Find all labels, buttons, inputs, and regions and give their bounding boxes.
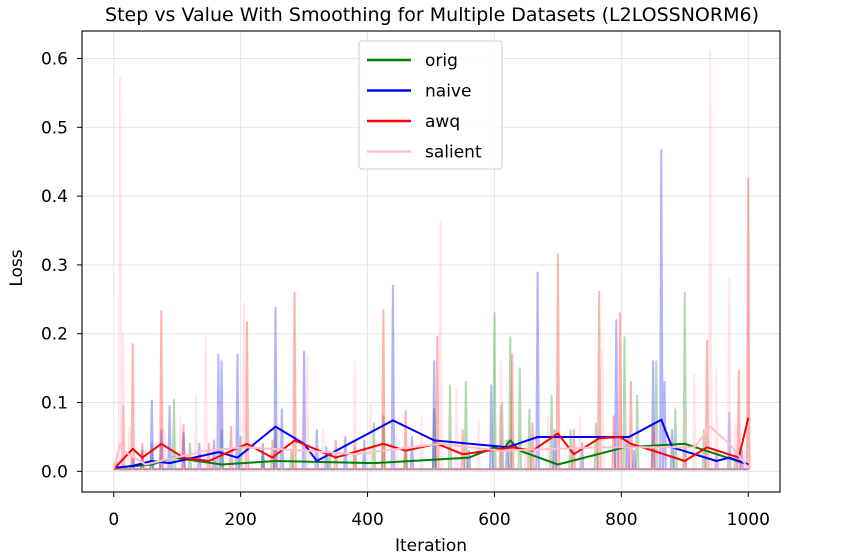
y-axis-label: Loss [7, 249, 27, 286]
x-axis-label: Iteration [395, 536, 467, 556]
y-tick-label: 0.4 [41, 187, 68, 207]
x-tick-label: 400 [351, 510, 383, 530]
x-tick-label: 1000 [727, 510, 770, 530]
awq-raw-line [113, 177, 751, 471]
legend-label-naive: naive [425, 82, 471, 102]
legend-label-orig: orig [425, 51, 458, 71]
orig-smoothed-line [113, 439, 749, 469]
y-tick-label: 0.0 [41, 462, 68, 482]
y-tick-label: 0.2 [41, 325, 68, 345]
x-tick-label: 0 [108, 510, 119, 530]
y-tick-label: 0.5 [41, 118, 68, 138]
x-tick-label: 200 [224, 510, 256, 530]
x-tick-label: 600 [478, 510, 510, 530]
legend-label-awq: awq [425, 112, 460, 132]
legend: orig naive awq salient [358, 40, 503, 170]
naive-smoothed-line [113, 418, 749, 469]
chart-title: Step vs Value With Smoothing for Multipl… [105, 4, 759, 26]
salient-smoothed-line [112, 425, 750, 470]
data-lines [112, 49, 751, 471]
y-tick-label: 0.3 [41, 256, 68, 276]
legend-label-salient: salient [425, 143, 482, 163]
y-tick-label: 0.6 [41, 50, 68, 70]
axis-ticks: 0 200 400 600 800 1000 0.0 0.1 0.2 0.3 0.4 0.5 0.6 [41, 50, 770, 530]
awq-smoothed-line [112, 417, 750, 470]
legend-box [358, 40, 503, 170]
plot-area-frame [81, 30, 781, 493]
salient-raw-line [113, 49, 749, 471]
naive-raw-line [113, 149, 749, 471]
x-tick-label: 800 [605, 510, 637, 530]
y-tick-label: 0.1 [41, 394, 68, 414]
